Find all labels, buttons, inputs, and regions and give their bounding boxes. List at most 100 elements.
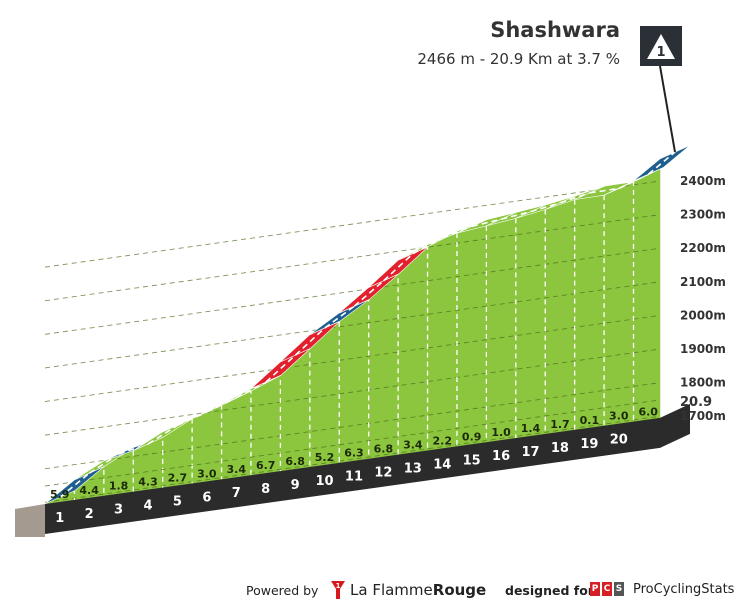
footer: Powered by 1 La FlammeRouge designed for…: [0, 578, 735, 604]
km-marker-label: 1: [55, 511, 64, 526]
y-tick-label: 2100m: [680, 275, 726, 289]
road-centerline: [206, 396, 237, 413]
km-marker-label: 14: [433, 457, 451, 472]
km-marker-label: 16: [492, 449, 510, 464]
km-base-band: [45, 403, 690, 534]
road-centerline: [265, 354, 296, 383]
gradient-label: 3.0: [609, 410, 629, 423]
km-marker-label: 11: [345, 470, 363, 485]
segment-face: [603, 180, 634, 427]
procyclingstats-link[interactable]: ProCyclingStats: [633, 582, 735, 597]
km-marker-label: 17: [521, 445, 539, 460]
km-marker-label: 8: [261, 482, 270, 497]
gradient-label: 3.4: [227, 463, 247, 476]
gradient-label: 3.0: [197, 467, 217, 480]
gradient-label: 1.4: [521, 422, 541, 435]
y-tick-label: 1900m: [680, 342, 726, 356]
gradient-label: 2.2: [432, 434, 452, 447]
powered-by-text: Powered by: [246, 583, 319, 598]
km-marker-label: 12: [374, 466, 392, 481]
km-marker-label: 6: [202, 490, 211, 505]
la-flamme-rouge-logo-icon: 1: [331, 581, 345, 599]
elevation-gridline: [44, 180, 661, 268]
road-centerline: [88, 453, 120, 474]
km-marker-label: 4: [143, 499, 152, 514]
y-tick-label: 2200m: [680, 241, 726, 255]
segment-face: [486, 218, 517, 443]
total-distance-label: 20.9: [680, 395, 712, 410]
elevation-gridline: [44, 314, 661, 402]
elevation-gridline: [44, 247, 661, 335]
road-centerline: [147, 424, 179, 445]
brand-name: La Flamme: [350, 581, 433, 599]
km-marker-label: 2: [85, 507, 94, 522]
summit-pole: [659, 65, 676, 153]
segment-face: [456, 225, 487, 447]
road-centerline: [648, 151, 676, 175]
gradient-label: 6.3: [344, 447, 364, 460]
road-centerline: [471, 218, 502, 228]
road-centerline: [294, 327, 326, 356]
gradient-label: 4.4: [79, 484, 99, 497]
chart-labels: 1 2 3 4 5 6 7 8 9 10 11 12 13 14 15 16 17 18 19 205.9 4.4 1.8…: [50, 174, 726, 526]
km-marker-label: 18: [551, 441, 569, 456]
segment-top: [633, 145, 691, 182]
climb-subtitle: 2466 m - 20.9 Km at 3.7 %: [417, 50, 620, 68]
km-marker-label: 10: [315, 474, 333, 489]
elevation-gridline: [44, 281, 661, 369]
y-tick-label: 2400m: [680, 174, 726, 188]
category-badge: 1: [640, 26, 682, 153]
segment-face: [633, 158, 661, 422]
climb-title: Shashwara: [490, 18, 620, 42]
gradient-label: 0.9: [462, 430, 482, 443]
side-wedge: [15, 504, 45, 537]
mountain-icon: [647, 34, 675, 59]
gradient-label: 4.3: [138, 476, 158, 489]
road-centerline: [589, 187, 620, 194]
gradient-label: 1.7: [550, 418, 570, 431]
road-centerline: [59, 472, 90, 498]
road-centerline: [236, 381, 267, 399]
segment-tops: [44, 145, 691, 505]
km-marker-label: 5: [173, 494, 182, 509]
gradient-label: 6.8: [285, 455, 305, 468]
km-marker-label: 7: [232, 486, 241, 501]
category-badge-label: 1: [656, 45, 665, 60]
designed-for-text: designed for: [505, 583, 594, 598]
gradient-label: 1.0: [491, 426, 511, 439]
road-centerline: [177, 411, 208, 426]
gradient-label: 2.7: [168, 471, 188, 484]
elevation-gridline: [44, 382, 661, 470]
road-centerline: [383, 252, 414, 282]
km-marker-label: 20: [610, 433, 628, 448]
pcs-logo-s: S: [614, 582, 624, 596]
road-centerline: [442, 225, 473, 239]
floor-gridline: [44, 399, 661, 487]
elevation-gridline: [44, 348, 661, 436]
road-centerline: [353, 280, 385, 307]
pcs-logo-p: P: [590, 582, 600, 596]
road-centerline: [324, 305, 355, 329]
road-centerline: [559, 192, 590, 204]
gradient-label: 6.0: [638, 406, 658, 419]
profile-base: [15, 403, 690, 537]
elevation-gridline: [44, 415, 661, 503]
segment-face: [544, 199, 575, 435]
km-marker-label: 3: [114, 503, 123, 518]
segment-face: [427, 232, 458, 451]
y-tick-label: 2300m: [680, 208, 726, 222]
pcs-logo-c: C: [602, 582, 612, 596]
road-centerline: [618, 173, 649, 190]
segment-face: [515, 209, 546, 439]
gradient-label: 6.8: [374, 443, 394, 456]
la-flamme-rouge-link[interactable]: La FlammeRouge: [350, 581, 486, 599]
road-centerline: [501, 210, 532, 220]
road-centerline: [530, 201, 561, 213]
grid-lines: [44, 180, 661, 503]
gradient-label: 3.4: [403, 439, 423, 452]
segment-faces: [44, 158, 661, 505]
road-centerline: [412, 237, 443, 255]
km-marker-label: 15: [463, 453, 481, 468]
gradient-label: 1.8: [109, 480, 129, 493]
